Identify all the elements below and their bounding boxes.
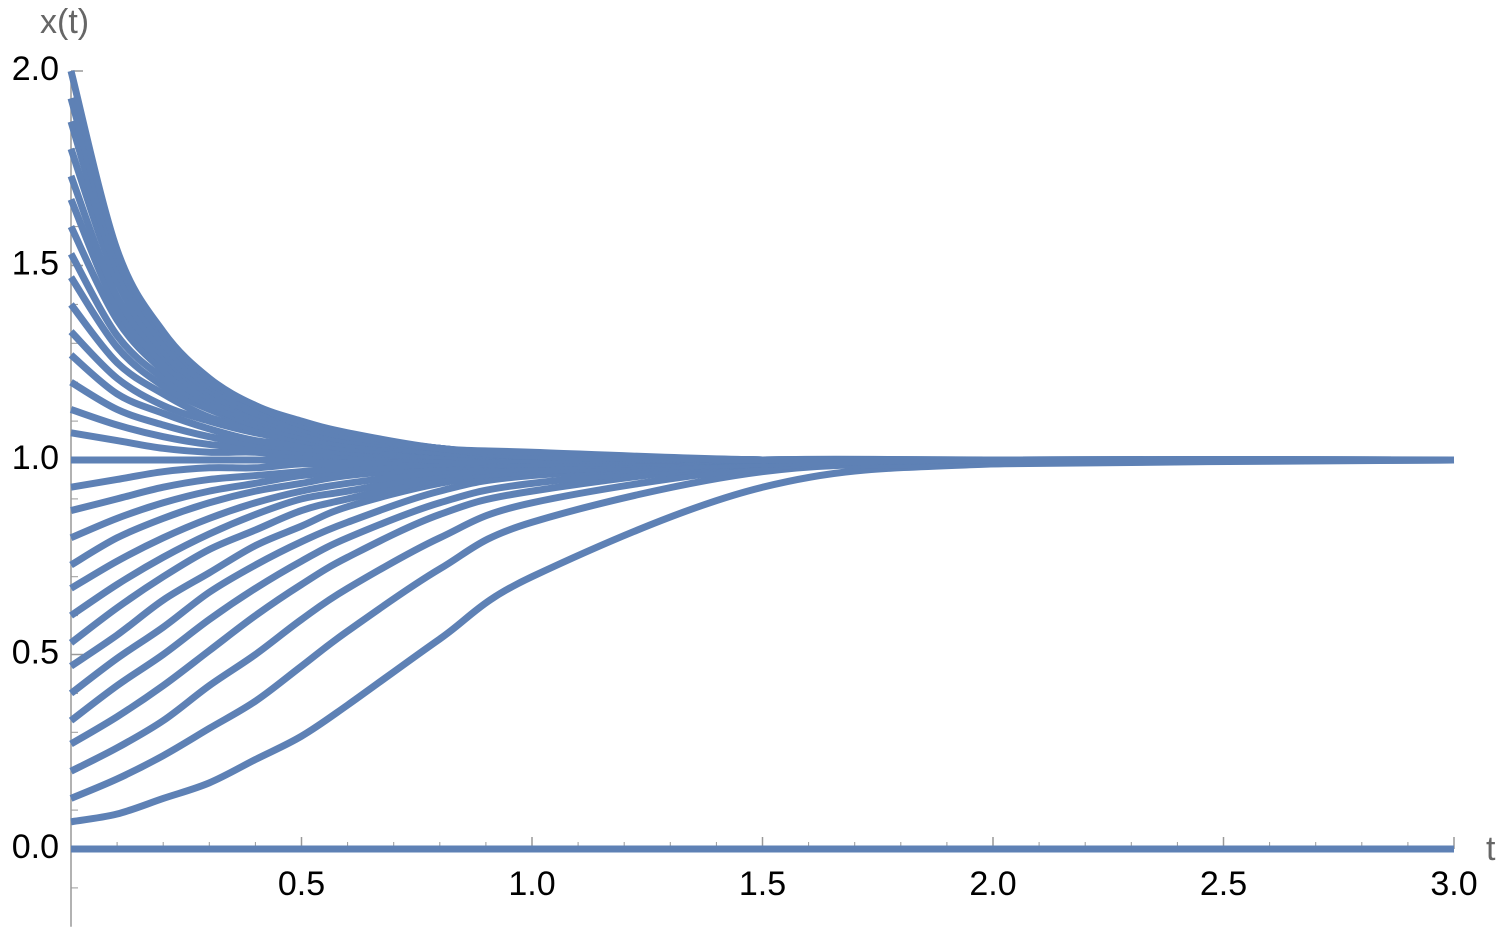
y-axis-label: x(t) (40, 3, 89, 41)
x-tick-label: 1.5 (739, 865, 786, 903)
series-group (67, 70, 1455, 853)
series-line (68, 352, 1454, 464)
y-tick-label: 0.5 (12, 633, 59, 671)
y-tick-label: 1.0 (12, 439, 59, 477)
series-line (67, 97, 1454, 464)
series-line (67, 120, 1454, 464)
x-tick-label: 2.5 (1200, 865, 1247, 903)
x-tick-label: 1.0 (508, 865, 555, 903)
x-tick-label: 3.0 (1430, 865, 1477, 903)
x-axis-label: t (1486, 830, 1496, 868)
y-tick-label: 2.0 (12, 50, 59, 88)
series-line (67, 70, 1454, 465)
x-tick-label: 0.5 (278, 865, 325, 903)
x-tick-label: 2.0 (969, 865, 1016, 903)
series-line (68, 302, 1454, 464)
y-tick-label: 0.0 (12, 828, 59, 866)
y-tick-label: 1.5 (12, 244, 59, 282)
series-line (69, 456, 1455, 802)
